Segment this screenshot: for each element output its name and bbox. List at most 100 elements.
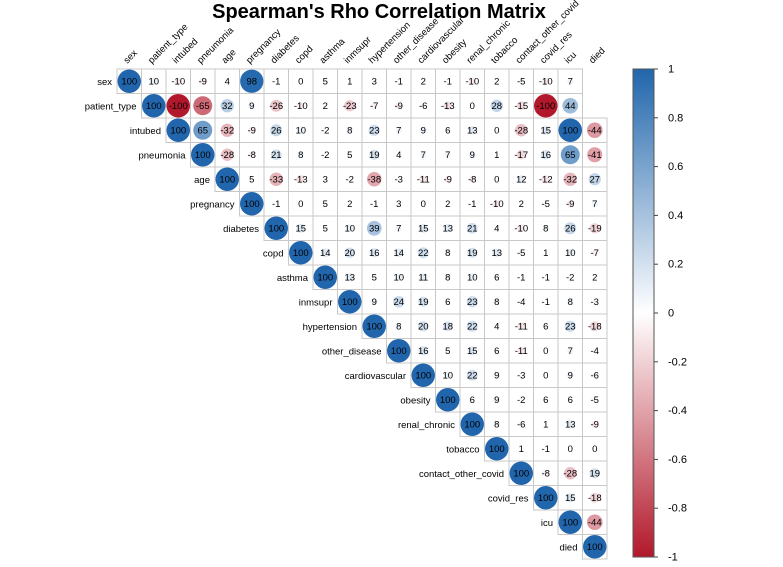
correlation-value: -10 xyxy=(539,77,553,88)
correlation-value: -8 xyxy=(248,150,256,161)
correlation-circle xyxy=(485,437,509,461)
correlation-value: -18 xyxy=(588,322,602,333)
correlation-circle xyxy=(313,265,337,289)
row-label: pregnancy xyxy=(190,199,235,210)
correlation-circle xyxy=(418,296,429,307)
correlation-circle xyxy=(322,78,328,84)
correlation-circle xyxy=(542,323,549,330)
correlation-circle xyxy=(444,298,451,305)
correlation-circle xyxy=(248,126,256,134)
correlation-circle xyxy=(591,200,598,207)
correlation-value: 0 xyxy=(421,199,426,210)
correlation-value: 32 xyxy=(222,101,233,112)
row-label: other_disease xyxy=(322,346,382,357)
correlation-circle xyxy=(443,224,452,233)
correlation-value: -5 xyxy=(591,395,599,406)
correlation-circle xyxy=(270,124,283,137)
correlation-value: 8 xyxy=(494,420,499,431)
correlation-value: 7 xyxy=(568,77,573,88)
correlation-circle xyxy=(493,200,501,208)
correlation-circle xyxy=(395,127,402,134)
correlation-value: 14 xyxy=(393,248,404,259)
correlation-value: -12 xyxy=(539,175,553,186)
correlation-value: 2 xyxy=(519,199,524,210)
correlation-value: -11 xyxy=(515,322,528,333)
correlation-circle xyxy=(270,149,282,161)
correlation-value: -100 xyxy=(536,101,555,112)
correlation-value: -13 xyxy=(294,175,308,186)
correlation-value: 23 xyxy=(565,322,576,333)
correlation-circle xyxy=(589,492,600,503)
correlation-circle xyxy=(264,216,288,240)
correlation-value: 6 xyxy=(543,322,548,333)
correlation-circle xyxy=(248,151,256,159)
correlation-circle xyxy=(269,172,283,186)
correlation-value: -6 xyxy=(517,420,525,431)
correlation-value: -10 xyxy=(294,101,308,112)
correlation-value: 23 xyxy=(369,126,380,137)
correlation-value: -65 xyxy=(196,101,210,112)
correlation-value: 100 xyxy=(244,199,260,210)
correlation-value: -44 xyxy=(588,126,602,137)
correlation-value: 9 xyxy=(568,371,573,382)
correlation-value: -8 xyxy=(468,175,476,186)
correlation-circle xyxy=(542,224,550,232)
correlation-circle xyxy=(494,323,500,329)
correlation-value: -10 xyxy=(490,199,504,210)
correlation-value: -9 xyxy=(591,420,599,431)
correlation-value: 7 xyxy=(396,224,401,235)
correlation-circle xyxy=(322,201,328,207)
correlation-value: -19 xyxy=(588,224,602,235)
correlation-circle xyxy=(346,224,354,232)
correlation-circle xyxy=(444,371,452,379)
correlation-circle xyxy=(275,202,278,205)
matrix-grid xyxy=(116,68,608,560)
colorbar-tick-label: 0 xyxy=(668,308,674,320)
colorbar: -1 -0.8 -0.6 -0.4 -0.2 0 0.2 0.4 0.6 0.8 1 xyxy=(632,64,687,564)
correlation-circle xyxy=(516,149,527,160)
correlation-value: 0 xyxy=(568,444,573,455)
correlation-circle xyxy=(297,102,305,110)
correlation-value: 10 xyxy=(565,248,576,259)
correlation-circle xyxy=(444,273,452,281)
correlation-circle xyxy=(322,225,328,231)
colorbar-tick-label: 0.4 xyxy=(668,210,683,222)
correlation-value: 16 xyxy=(418,346,429,357)
colorbar-gradient xyxy=(632,68,655,558)
correlation-value: -28 xyxy=(563,469,577,480)
correlation-circle xyxy=(564,320,576,332)
correlation-value: -2 xyxy=(321,150,329,161)
correlation-circle xyxy=(323,177,328,182)
correlation-value: 2 xyxy=(592,273,597,284)
correlation-value: 100 xyxy=(391,346,407,357)
correlation-value: 100 xyxy=(195,150,211,161)
correlation-value: -32 xyxy=(220,126,234,137)
correlation-value: 100 xyxy=(489,444,505,455)
correlation-value: 6 xyxy=(494,273,499,284)
correlation-value: 4 xyxy=(494,322,499,333)
correlation-circle xyxy=(541,175,550,184)
correlation-circle xyxy=(492,248,501,257)
correlation-value: 26 xyxy=(565,224,576,235)
correlation-value: 20 xyxy=(344,248,355,259)
correlation-circle xyxy=(543,201,549,207)
correlation-circle xyxy=(495,153,498,156)
correlation-value: 1 xyxy=(543,420,548,431)
correlation-value: 15 xyxy=(467,346,478,357)
correlation-circle xyxy=(344,100,356,112)
row-label: pneumonia xyxy=(138,150,186,161)
correlation-value: 16 xyxy=(540,150,551,161)
correlation-circle xyxy=(444,249,452,257)
correlation-value: 2 xyxy=(494,77,499,88)
column-label: icu xyxy=(563,50,579,66)
correlation-value: 39 xyxy=(369,224,380,235)
correlation-value: -44 xyxy=(588,518,602,529)
correlation-circle xyxy=(587,147,603,163)
correlation-value: 22 xyxy=(418,248,429,259)
colorbar-tick-label: -0.4 xyxy=(668,405,687,417)
correlation-value: -6 xyxy=(591,371,599,382)
correlation-value: 15 xyxy=(540,126,551,137)
correlation-value: 6 xyxy=(543,395,548,406)
correlation-value: -1 xyxy=(272,199,280,210)
